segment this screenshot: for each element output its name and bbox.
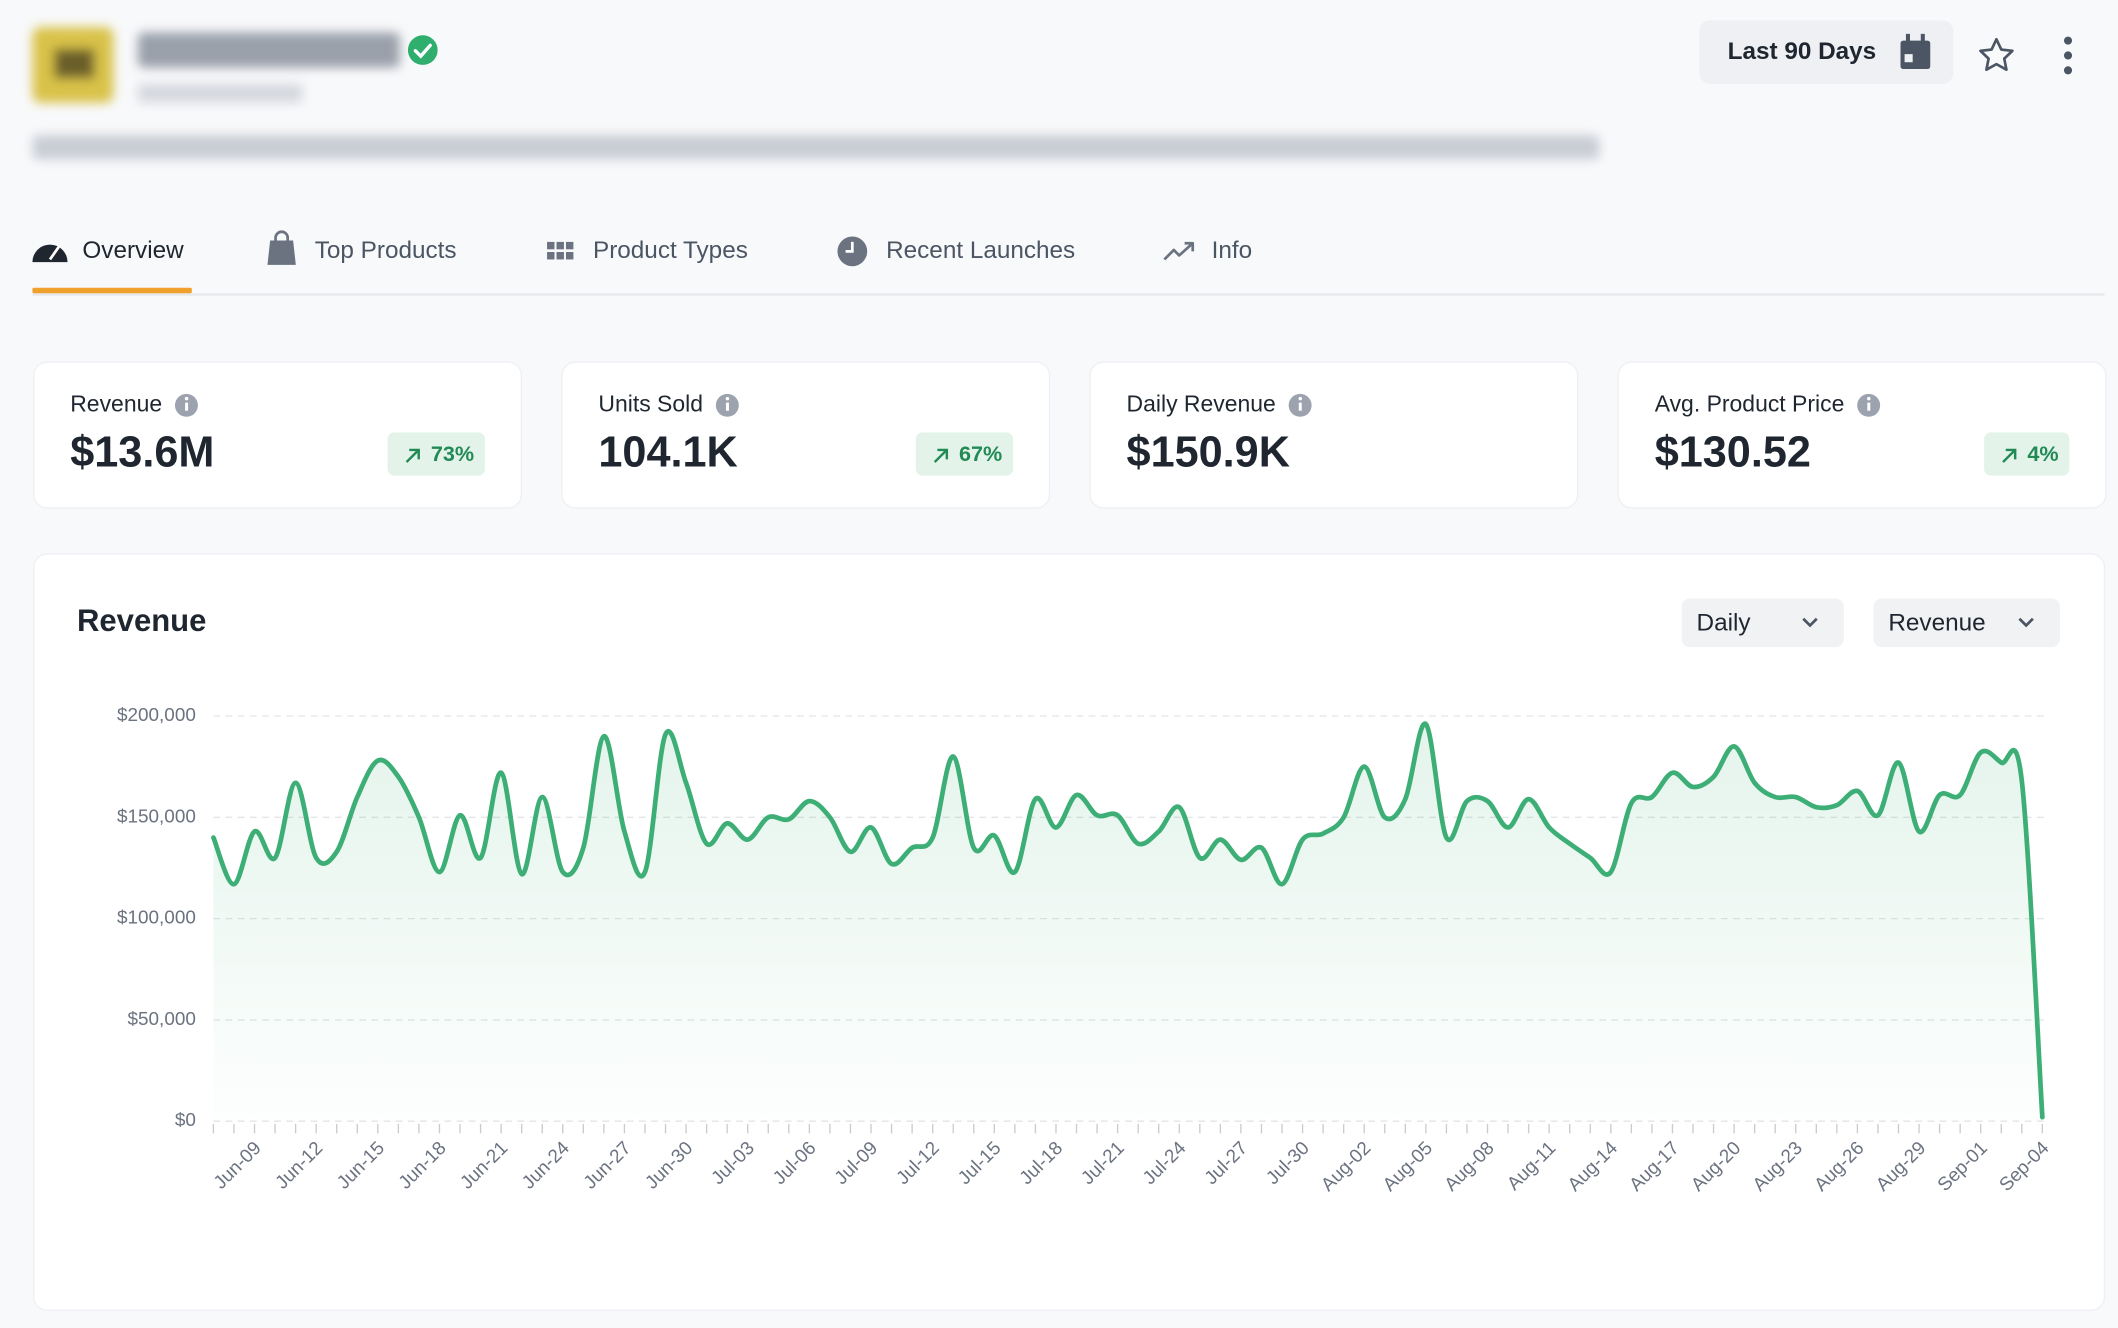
kpi-change-bg [387, 432, 485, 476]
clock-hands [845, 241, 854, 253]
line [211, 721, 2045, 1120]
dropdown-label: Revenue [1888, 610, 1985, 637]
bag-icon [267, 240, 296, 265]
kpi-value: $13.6M [70, 429, 214, 477]
y-tick-label: $0 [175, 1110, 196, 1131]
info-glyph [725, 402, 729, 411]
kpi-change: 4% [1984, 432, 2070, 476]
calendar-day [1904, 54, 1913, 63]
active-tab-indicator [32, 287, 192, 294]
kpi-change-label: 73% [431, 441, 474, 466]
favorite-star[interactable] [1979, 37, 2014, 72]
info-glyph [1298, 396, 1303, 401]
kpi-change-label: 4% [2027, 441, 2058, 466]
tab-icons [32, 230, 1195, 267]
calendar-ring [1905, 33, 1910, 44]
kpi-change-label: 67% [959, 441, 1002, 466]
verified-badge [407, 35, 438, 65]
info-glyph [725, 396, 730, 401]
y-tick-label: $100,000 [117, 908, 196, 929]
date-range-bg [1699, 20, 1954, 84]
kpi-card [1617, 361, 2107, 509]
area [213, 723, 2043, 1122]
y-tick-label: $200,000 [117, 705, 196, 726]
date-range-button[interactable]: Last 90 Days [1699, 20, 1954, 84]
tab[interactable]: Top Products [315, 237, 457, 264]
info-glyph [185, 402, 189, 411]
info-glyph [1867, 402, 1871, 411]
interval-dropdown[interactable]: Daily [1681, 598, 1844, 648]
tab[interactable]: Overview [82, 237, 184, 264]
tab[interactable]: Product Types [593, 237, 748, 264]
tab[interactable]: Recent Launches [886, 237, 1075, 264]
kpi-value: $150.9K [1127, 429, 1290, 477]
trend-icon [1163, 241, 1195, 261]
up-arrow [933, 448, 949, 463]
dropdown-bg [1681, 598, 1844, 648]
kpi-change: 73% [387, 432, 485, 476]
gauge-needle [48, 245, 61, 261]
chart-title: Revenue [77, 603, 206, 638]
kpi-value: $130.52 [1655, 429, 1811, 477]
up-arrow [2002, 448, 2017, 463]
dropdown-bg [1873, 598, 2060, 648]
more-menu[interactable] [2063, 36, 2073, 75]
info-glyph [184, 396, 189, 401]
chevron [1802, 617, 1818, 628]
kpi-card [1089, 361, 1579, 509]
kpi-change-bg [1984, 432, 2070, 476]
up-arrow [405, 448, 420, 463]
kpi-label: Daily Revenue [1127, 390, 1276, 416]
bag-handle [274, 230, 290, 244]
verified-check [413, 43, 432, 59]
dot [2063, 66, 2073, 75]
grid-icon [547, 241, 574, 260]
blurred-brand [32, 27, 1600, 160]
metric-dropdown[interactable]: Revenue [1873, 598, 2060, 648]
kpi-label: Avg. Product Price [1655, 390, 1845, 416]
chevron [2018, 617, 2034, 628]
dropdown-label: Daily [1697, 610, 1752, 637]
kpi-label: Units Sold [598, 390, 703, 416]
y-tick-label: $50,000 [128, 1009, 196, 1030]
calendar-ring [1920, 33, 1925, 44]
kpi-label: Revenue [70, 390, 162, 416]
tab[interactable]: Info [1212, 237, 1253, 264]
kpi-change-bg [915, 432, 1014, 476]
date-range-label: Last 90 Days [1728, 38, 1877, 65]
y-tick-label: $150,000 [117, 806, 196, 827]
kpi-value: 104.1K [598, 429, 737, 477]
dot [2063, 36, 2073, 45]
kpi-row: Revenue $13.6M 73% Units Sold 104.1K 67% Daily… [33, 361, 2107, 509]
info-glyph [1298, 402, 1302, 411]
info-glyph [1867, 396, 1871, 401]
dot [2063, 51, 2073, 60]
kpi-change: 67% [915, 432, 1014, 476]
